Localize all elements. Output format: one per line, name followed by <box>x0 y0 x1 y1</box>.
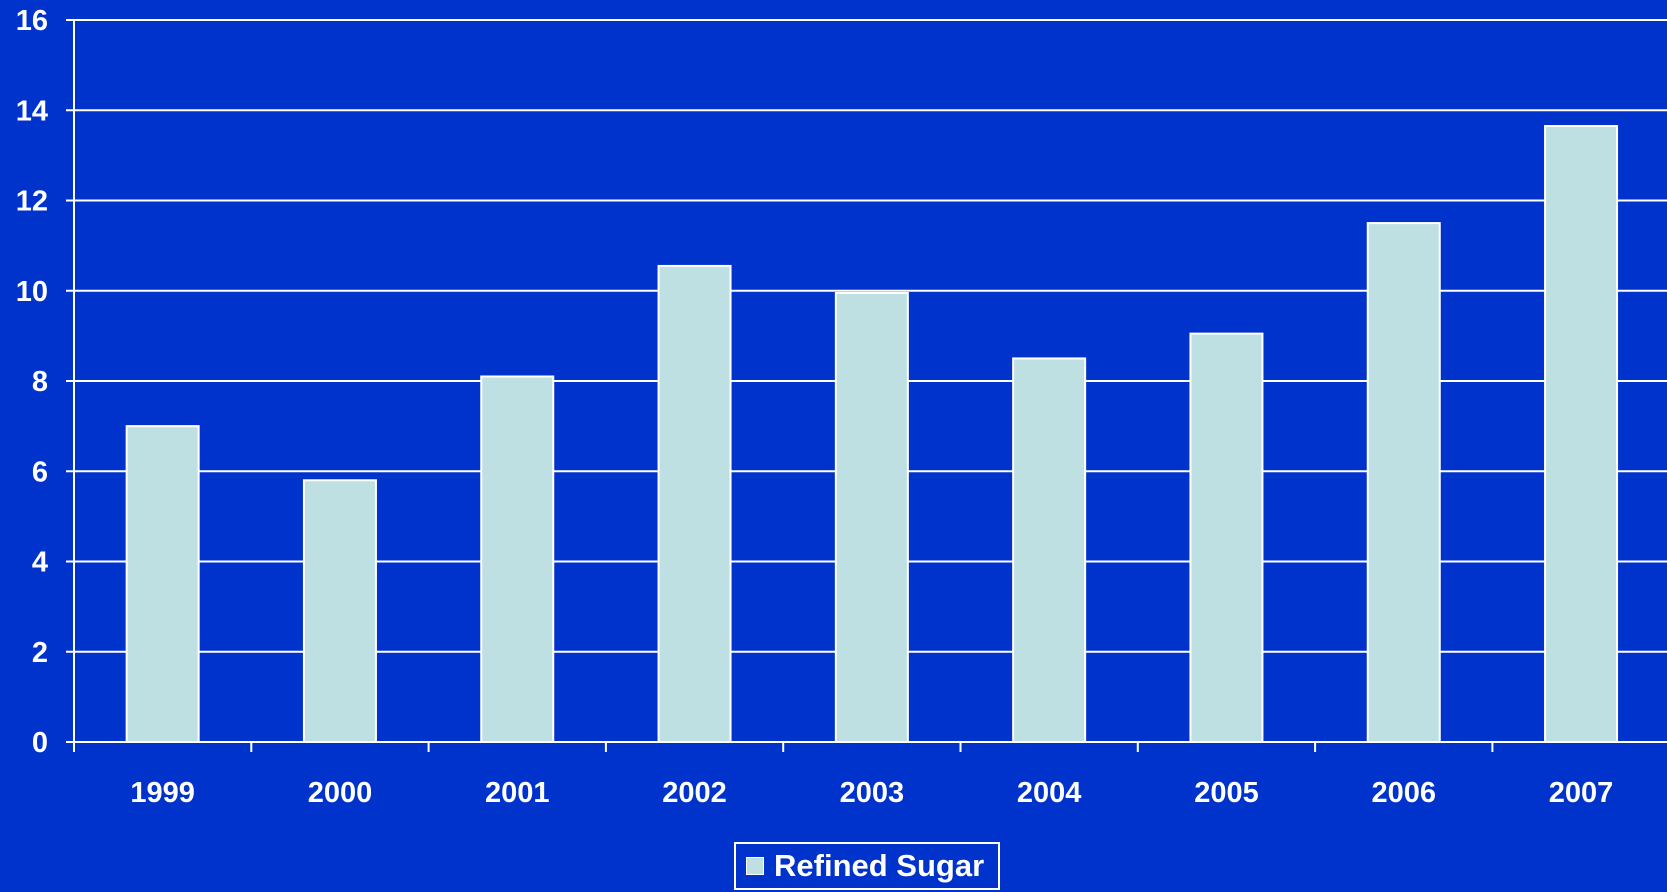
bar-2000 <box>302 479 377 743</box>
x-tick-label-1999: 1999 <box>130 777 195 809</box>
legend: Refined Sugar <box>734 842 1001 890</box>
y-tick-label-12: 12 <box>16 186 48 218</box>
bar-2005 <box>1189 332 1264 743</box>
y-tick-label-6: 6 <box>32 456 48 488</box>
y-tick-label-10: 10 <box>16 276 48 308</box>
x-tick-label-2007: 2007 <box>1549 777 1614 809</box>
x-tick-label-2001: 2001 <box>485 777 550 809</box>
bar-2002 <box>657 264 732 743</box>
bar-2004 <box>1012 357 1087 743</box>
x-tick-label-2006: 2006 <box>1371 777 1436 809</box>
bar-2007 <box>1544 125 1619 743</box>
bar-2003 <box>834 292 909 743</box>
bar-1999 <box>125 425 200 743</box>
x-tick-label-2003: 2003 <box>840 777 905 809</box>
legend-swatch <box>746 857 764 875</box>
y-tick-label-14: 14 <box>16 95 48 127</box>
x-tick-label-2004: 2004 <box>1017 777 1082 809</box>
bar-2001 <box>480 375 555 743</box>
x-tick-label-2000: 2000 <box>308 777 373 809</box>
y-tick-label-0: 0 <box>32 727 48 759</box>
x-tick-label-2005: 2005 <box>1194 777 1259 809</box>
bar-2006 <box>1366 222 1441 743</box>
x-tick-label-2002: 2002 <box>662 777 727 809</box>
y-tick-label-2: 2 <box>32 637 48 669</box>
y-tick-label-16: 16 <box>16 5 48 37</box>
y-tick-label-8: 8 <box>32 366 48 398</box>
y-tick-label-4: 4 <box>32 547 48 579</box>
legend-label-refined-sugar: Refined Sugar <box>774 848 985 883</box>
